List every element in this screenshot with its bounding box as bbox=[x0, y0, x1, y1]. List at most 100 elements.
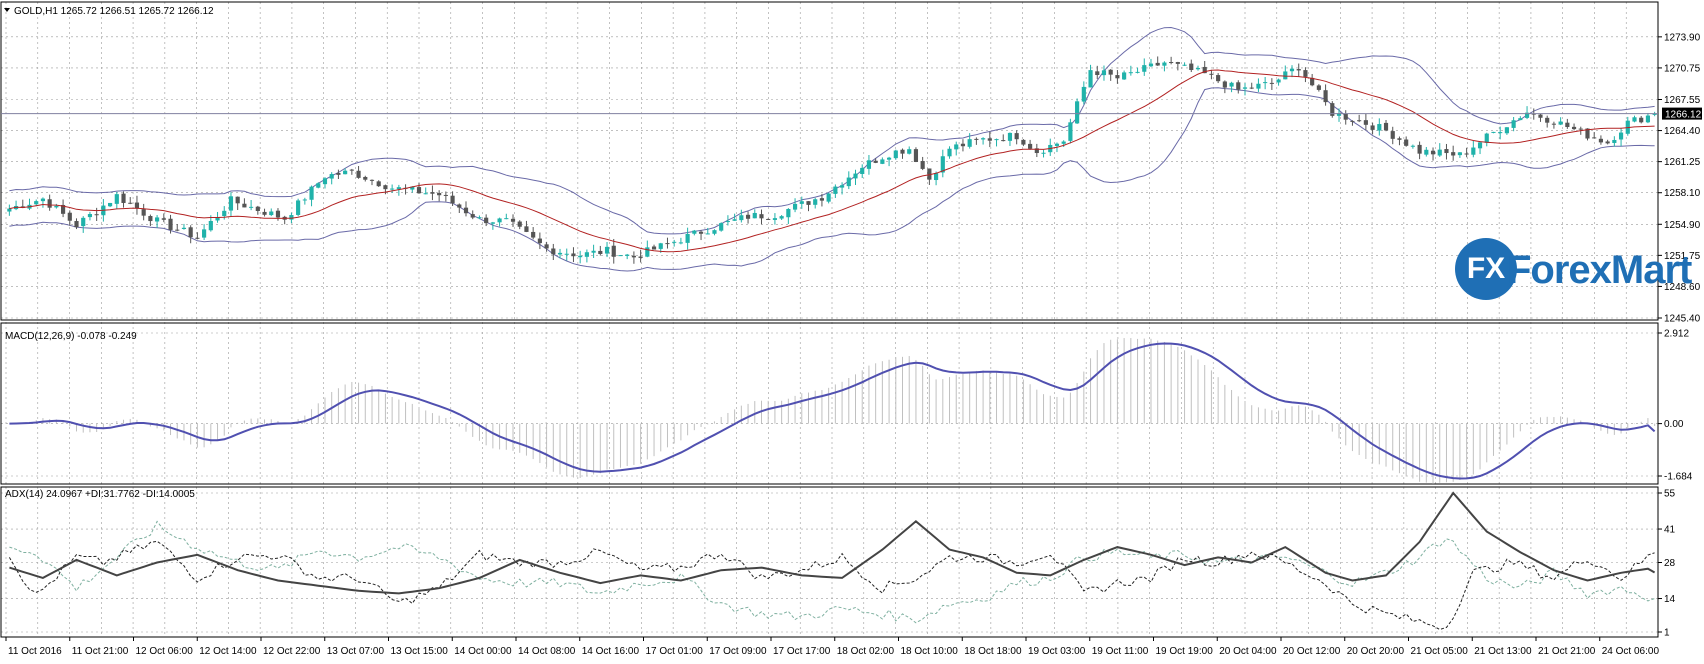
bollinger-upper-line bbox=[9, 26, 1655, 235]
candle-body bbox=[1605, 141, 1610, 144]
candlestick bbox=[927, 168, 932, 185]
candlestick bbox=[1618, 127, 1624, 147]
candle-body bbox=[631, 255, 636, 258]
candlestick bbox=[766, 218, 771, 220]
candle-body bbox=[1202, 66, 1207, 74]
candlestick bbox=[893, 149, 898, 160]
candlestick bbox=[524, 220, 529, 233]
candlestick bbox=[343, 168, 348, 175]
candlestick bbox=[484, 214, 489, 227]
candlestick bbox=[1424, 146, 1429, 157]
candle-body bbox=[732, 219, 737, 221]
candlestick bbox=[806, 201, 811, 212]
candlestick bbox=[960, 139, 966, 152]
candlestick bbox=[886, 156, 892, 167]
candlestick bbox=[954, 141, 959, 156]
candle-body bbox=[692, 230, 697, 234]
main-header: GOLD,H1 1265.72 1266.51 1265.72 1266.12 bbox=[4, 6, 214, 17]
candlestick bbox=[1316, 84, 1321, 92]
candlestick bbox=[1216, 73, 1221, 84]
candle-body bbox=[611, 245, 616, 257]
current-price-label: 1266.12 bbox=[1665, 110, 1702, 121]
candle-body bbox=[289, 215, 294, 220]
adx-panel[interactable] bbox=[8, 491, 1656, 631]
candlestick bbox=[692, 229, 697, 236]
candlestick bbox=[651, 244, 657, 250]
candle-body bbox=[974, 138, 979, 140]
candlestick bbox=[531, 227, 536, 240]
candle-body bbox=[1417, 144, 1422, 154]
triangle-down-icon bbox=[4, 8, 10, 12]
candle-body bbox=[1014, 133, 1019, 140]
panel-frame bbox=[0, 322, 1659, 485]
candle-body bbox=[1216, 75, 1221, 82]
candle-body bbox=[296, 200, 301, 215]
candlesticks bbox=[7, 56, 1657, 264]
x-axis-tick-label: 17 Oct 09:00 bbox=[709, 646, 767, 657]
candle-body bbox=[1652, 113, 1657, 115]
candle-body bbox=[651, 246, 657, 250]
candle-body bbox=[1397, 138, 1402, 140]
candle-body bbox=[940, 156, 945, 173]
candle-body bbox=[215, 217, 220, 221]
candle-body bbox=[134, 202, 140, 209]
candle-body bbox=[450, 195, 455, 204]
candlestick bbox=[947, 146, 952, 159]
candle-body bbox=[228, 196, 234, 211]
candlestick bbox=[913, 147, 919, 163]
candlestick bbox=[685, 227, 690, 250]
candle-body bbox=[302, 199, 307, 201]
candle-body bbox=[336, 173, 341, 175]
candlestick bbox=[148, 214, 153, 227]
macd-panel[interactable] bbox=[9, 338, 1656, 484]
candle-body bbox=[1122, 72, 1127, 80]
candle-body bbox=[719, 223, 724, 231]
candle-body bbox=[987, 138, 992, 141]
candle-body bbox=[981, 138, 986, 140]
candlestick bbox=[604, 241, 610, 258]
candlestick bbox=[725, 215, 730, 226]
candle-body bbox=[1632, 117, 1637, 122]
candle-body bbox=[645, 247, 650, 257]
candlestick bbox=[833, 184, 838, 198]
candle-body bbox=[786, 209, 791, 218]
candle-body bbox=[376, 181, 381, 187]
candle-body bbox=[625, 254, 630, 256]
candlestick bbox=[1148, 58, 1154, 68]
candlestick bbox=[873, 158, 878, 164]
candlestick bbox=[181, 223, 187, 230]
candlestick bbox=[175, 224, 180, 232]
candlestick bbox=[262, 208, 267, 217]
candle-body bbox=[947, 148, 952, 157]
candle-body bbox=[826, 193, 831, 202]
candle-body bbox=[269, 211, 274, 216]
candle-body bbox=[698, 231, 704, 234]
candlestick bbox=[1350, 120, 1355, 126]
candle-body bbox=[81, 217, 86, 227]
candle-body bbox=[457, 204, 462, 208]
candlestick bbox=[1639, 116, 1644, 124]
x-axis-tick-label: 17 Oct 01:00 bbox=[646, 646, 704, 657]
candle-body bbox=[437, 192, 442, 196]
candlestick bbox=[1269, 78, 1274, 90]
candle-body bbox=[141, 209, 146, 216]
candle-body bbox=[1518, 118, 1523, 121]
candle-body bbox=[262, 211, 267, 215]
x-axis-tick-label: 21 Oct 21:00 bbox=[1538, 646, 1596, 657]
candle-body bbox=[369, 179, 375, 181]
price-panel[interactable] bbox=[1, 26, 1658, 272]
candle-body bbox=[1645, 115, 1651, 123]
candlestick bbox=[81, 216, 86, 233]
candle-body bbox=[1075, 101, 1080, 124]
candlestick bbox=[1598, 135, 1604, 145]
candlestick bbox=[235, 196, 240, 210]
candle-body bbox=[87, 214, 93, 218]
candlestick bbox=[1256, 78, 1261, 92]
candlestick bbox=[987, 131, 992, 148]
candle-body bbox=[114, 194, 119, 204]
candle-body bbox=[604, 246, 610, 254]
candle-body bbox=[443, 194, 448, 196]
candlestick bbox=[47, 194, 52, 211]
candlestick bbox=[907, 146, 912, 155]
